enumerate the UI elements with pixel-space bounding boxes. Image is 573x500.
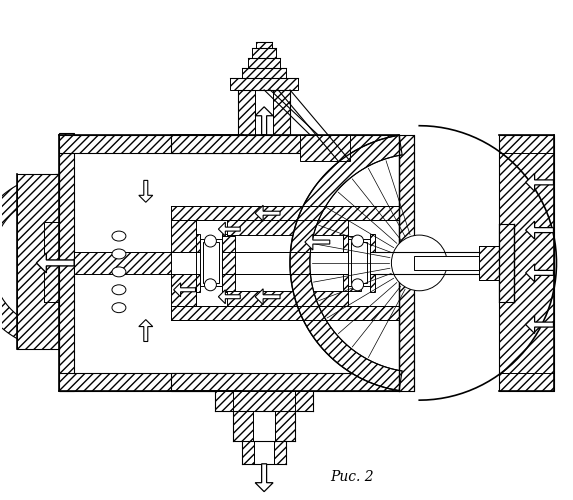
Polygon shape <box>525 316 554 334</box>
Circle shape <box>205 279 217 291</box>
Polygon shape <box>218 222 240 236</box>
Polygon shape <box>203 242 219 283</box>
Polygon shape <box>171 134 399 152</box>
Polygon shape <box>59 132 74 391</box>
Polygon shape <box>242 68 286 78</box>
Polygon shape <box>255 289 280 304</box>
Polygon shape <box>348 236 360 291</box>
Polygon shape <box>255 464 273 491</box>
Polygon shape <box>348 239 370 286</box>
Polygon shape <box>399 134 414 391</box>
Polygon shape <box>233 411 253 441</box>
Ellipse shape <box>112 267 126 277</box>
Polygon shape <box>215 391 313 411</box>
Polygon shape <box>74 252 399 274</box>
Polygon shape <box>351 242 367 283</box>
Polygon shape <box>305 234 329 250</box>
Polygon shape <box>201 239 222 286</box>
Polygon shape <box>59 374 244 391</box>
Polygon shape <box>414 256 479 270</box>
Polygon shape <box>300 134 350 160</box>
Polygon shape <box>171 306 399 320</box>
Circle shape <box>352 235 364 247</box>
Polygon shape <box>227 220 348 235</box>
Polygon shape <box>290 135 402 390</box>
Ellipse shape <box>112 302 126 312</box>
Polygon shape <box>525 264 554 282</box>
Ellipse shape <box>112 285 126 294</box>
Polygon shape <box>59 134 244 152</box>
Polygon shape <box>222 234 227 292</box>
Polygon shape <box>139 180 153 203</box>
Polygon shape <box>525 221 554 239</box>
Polygon shape <box>238 90 255 134</box>
Polygon shape <box>370 234 375 292</box>
Polygon shape <box>499 134 554 391</box>
Polygon shape <box>274 441 286 464</box>
Polygon shape <box>171 206 399 220</box>
Polygon shape <box>195 234 201 292</box>
Polygon shape <box>218 290 240 304</box>
Circle shape <box>205 235 217 247</box>
Polygon shape <box>222 236 236 291</box>
Polygon shape <box>525 174 554 192</box>
Polygon shape <box>255 205 280 221</box>
Polygon shape <box>343 234 348 292</box>
Polygon shape <box>499 224 514 302</box>
Circle shape <box>391 235 447 291</box>
Polygon shape <box>139 320 153 342</box>
Polygon shape <box>227 291 348 306</box>
Polygon shape <box>0 174 59 350</box>
Ellipse shape <box>112 231 126 241</box>
Polygon shape <box>171 220 195 306</box>
Polygon shape <box>171 374 399 391</box>
Polygon shape <box>252 48 276 58</box>
Polygon shape <box>275 411 295 441</box>
Ellipse shape <box>112 249 126 259</box>
Polygon shape <box>242 441 254 464</box>
Polygon shape <box>230 78 298 90</box>
Polygon shape <box>17 174 59 350</box>
Text: Рис. 2: Рис. 2 <box>329 470 374 484</box>
Polygon shape <box>37 253 74 273</box>
Polygon shape <box>273 90 290 134</box>
Polygon shape <box>256 42 272 48</box>
Circle shape <box>352 279 364 291</box>
Polygon shape <box>248 58 280 68</box>
Polygon shape <box>255 107 273 134</box>
Polygon shape <box>74 252 171 274</box>
Polygon shape <box>479 246 499 280</box>
Polygon shape <box>174 283 195 296</box>
